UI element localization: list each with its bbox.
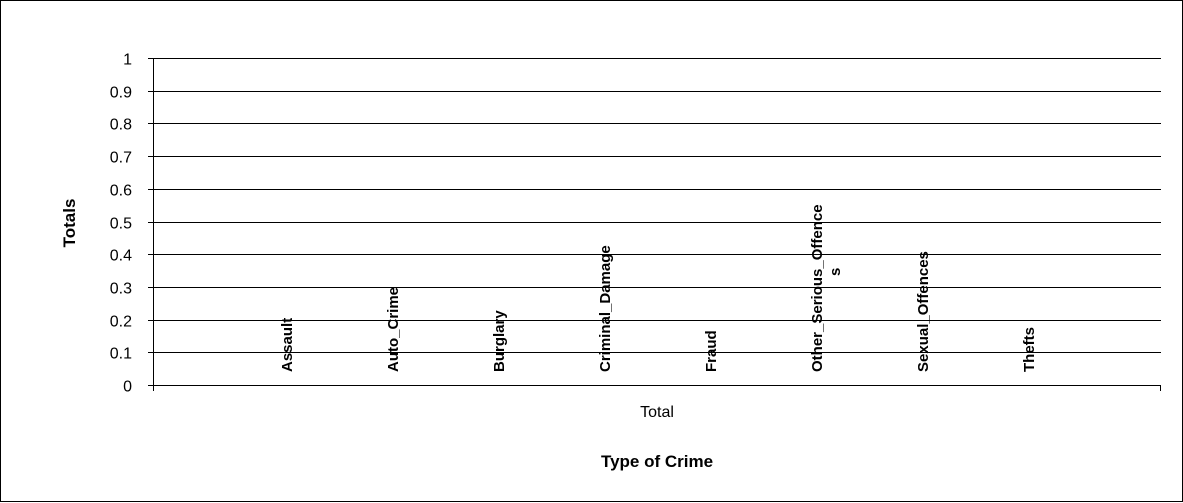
y-axis-ticks: 0 0.1 0.2 0.3 0.4 0.5 0.6 0.7 0.8 0.9 1 [110, 52, 153, 396]
y-tick-label: 0.8 [110, 117, 132, 134]
y-tick-label: 0.7 [110, 150, 132, 167]
category-label: Other_Serious_Offence s [809, 204, 844, 372]
y-tick-label: 0.1 [110, 346, 132, 363]
y-tick-label: 1 [123, 52, 132, 69]
y-tick-label: 0.4 [110, 248, 132, 265]
y-tick-label: 0 [123, 379, 132, 396]
category-label-text: Auto_Crime [385, 287, 402, 372]
category-labels: Assault Auto_Crime Burglary Criminal_Damage… [279, 204, 1038, 372]
y-tick-label: 0.2 [110, 314, 132, 331]
y-tick-label: 0.9 [110, 85, 132, 102]
category-label-text: Sexual_Offences [915, 251, 932, 372]
x-axis-title: Type of Crime [601, 452, 713, 471]
category-label: Thefts [1021, 327, 1038, 372]
category-label: Assault [279, 318, 296, 372]
x-axis [153, 58, 1161, 391]
gridlines [153, 58, 1161, 386]
y-tick-label: 0.6 [110, 183, 132, 200]
category-label: Fraud [703, 330, 720, 372]
category-label: Burglary [491, 310, 508, 372]
category-label: Auto_Crime [385, 287, 402, 372]
x-tick-label: Total [640, 404, 674, 421]
category-label: Criminal_Damage [597, 245, 614, 372]
category-label-text: Burglary [491, 310, 508, 372]
category-label-text: s [827, 268, 844, 276]
y-tick-label: 0.3 [110, 281, 132, 298]
category-label-text: Assault [279, 318, 296, 372]
y-tick-label: 0.5 [110, 216, 132, 233]
category-label-text: Thefts [1021, 327, 1038, 372]
category-label: Sexual_Offences [915, 251, 932, 372]
category-label-text: Criminal_Damage [597, 245, 614, 372]
y-axis-title: Totals [60, 199, 79, 248]
category-label-text: Fraud [703, 330, 720, 372]
category-label-text: Other_Serious_Offence [809, 204, 826, 372]
